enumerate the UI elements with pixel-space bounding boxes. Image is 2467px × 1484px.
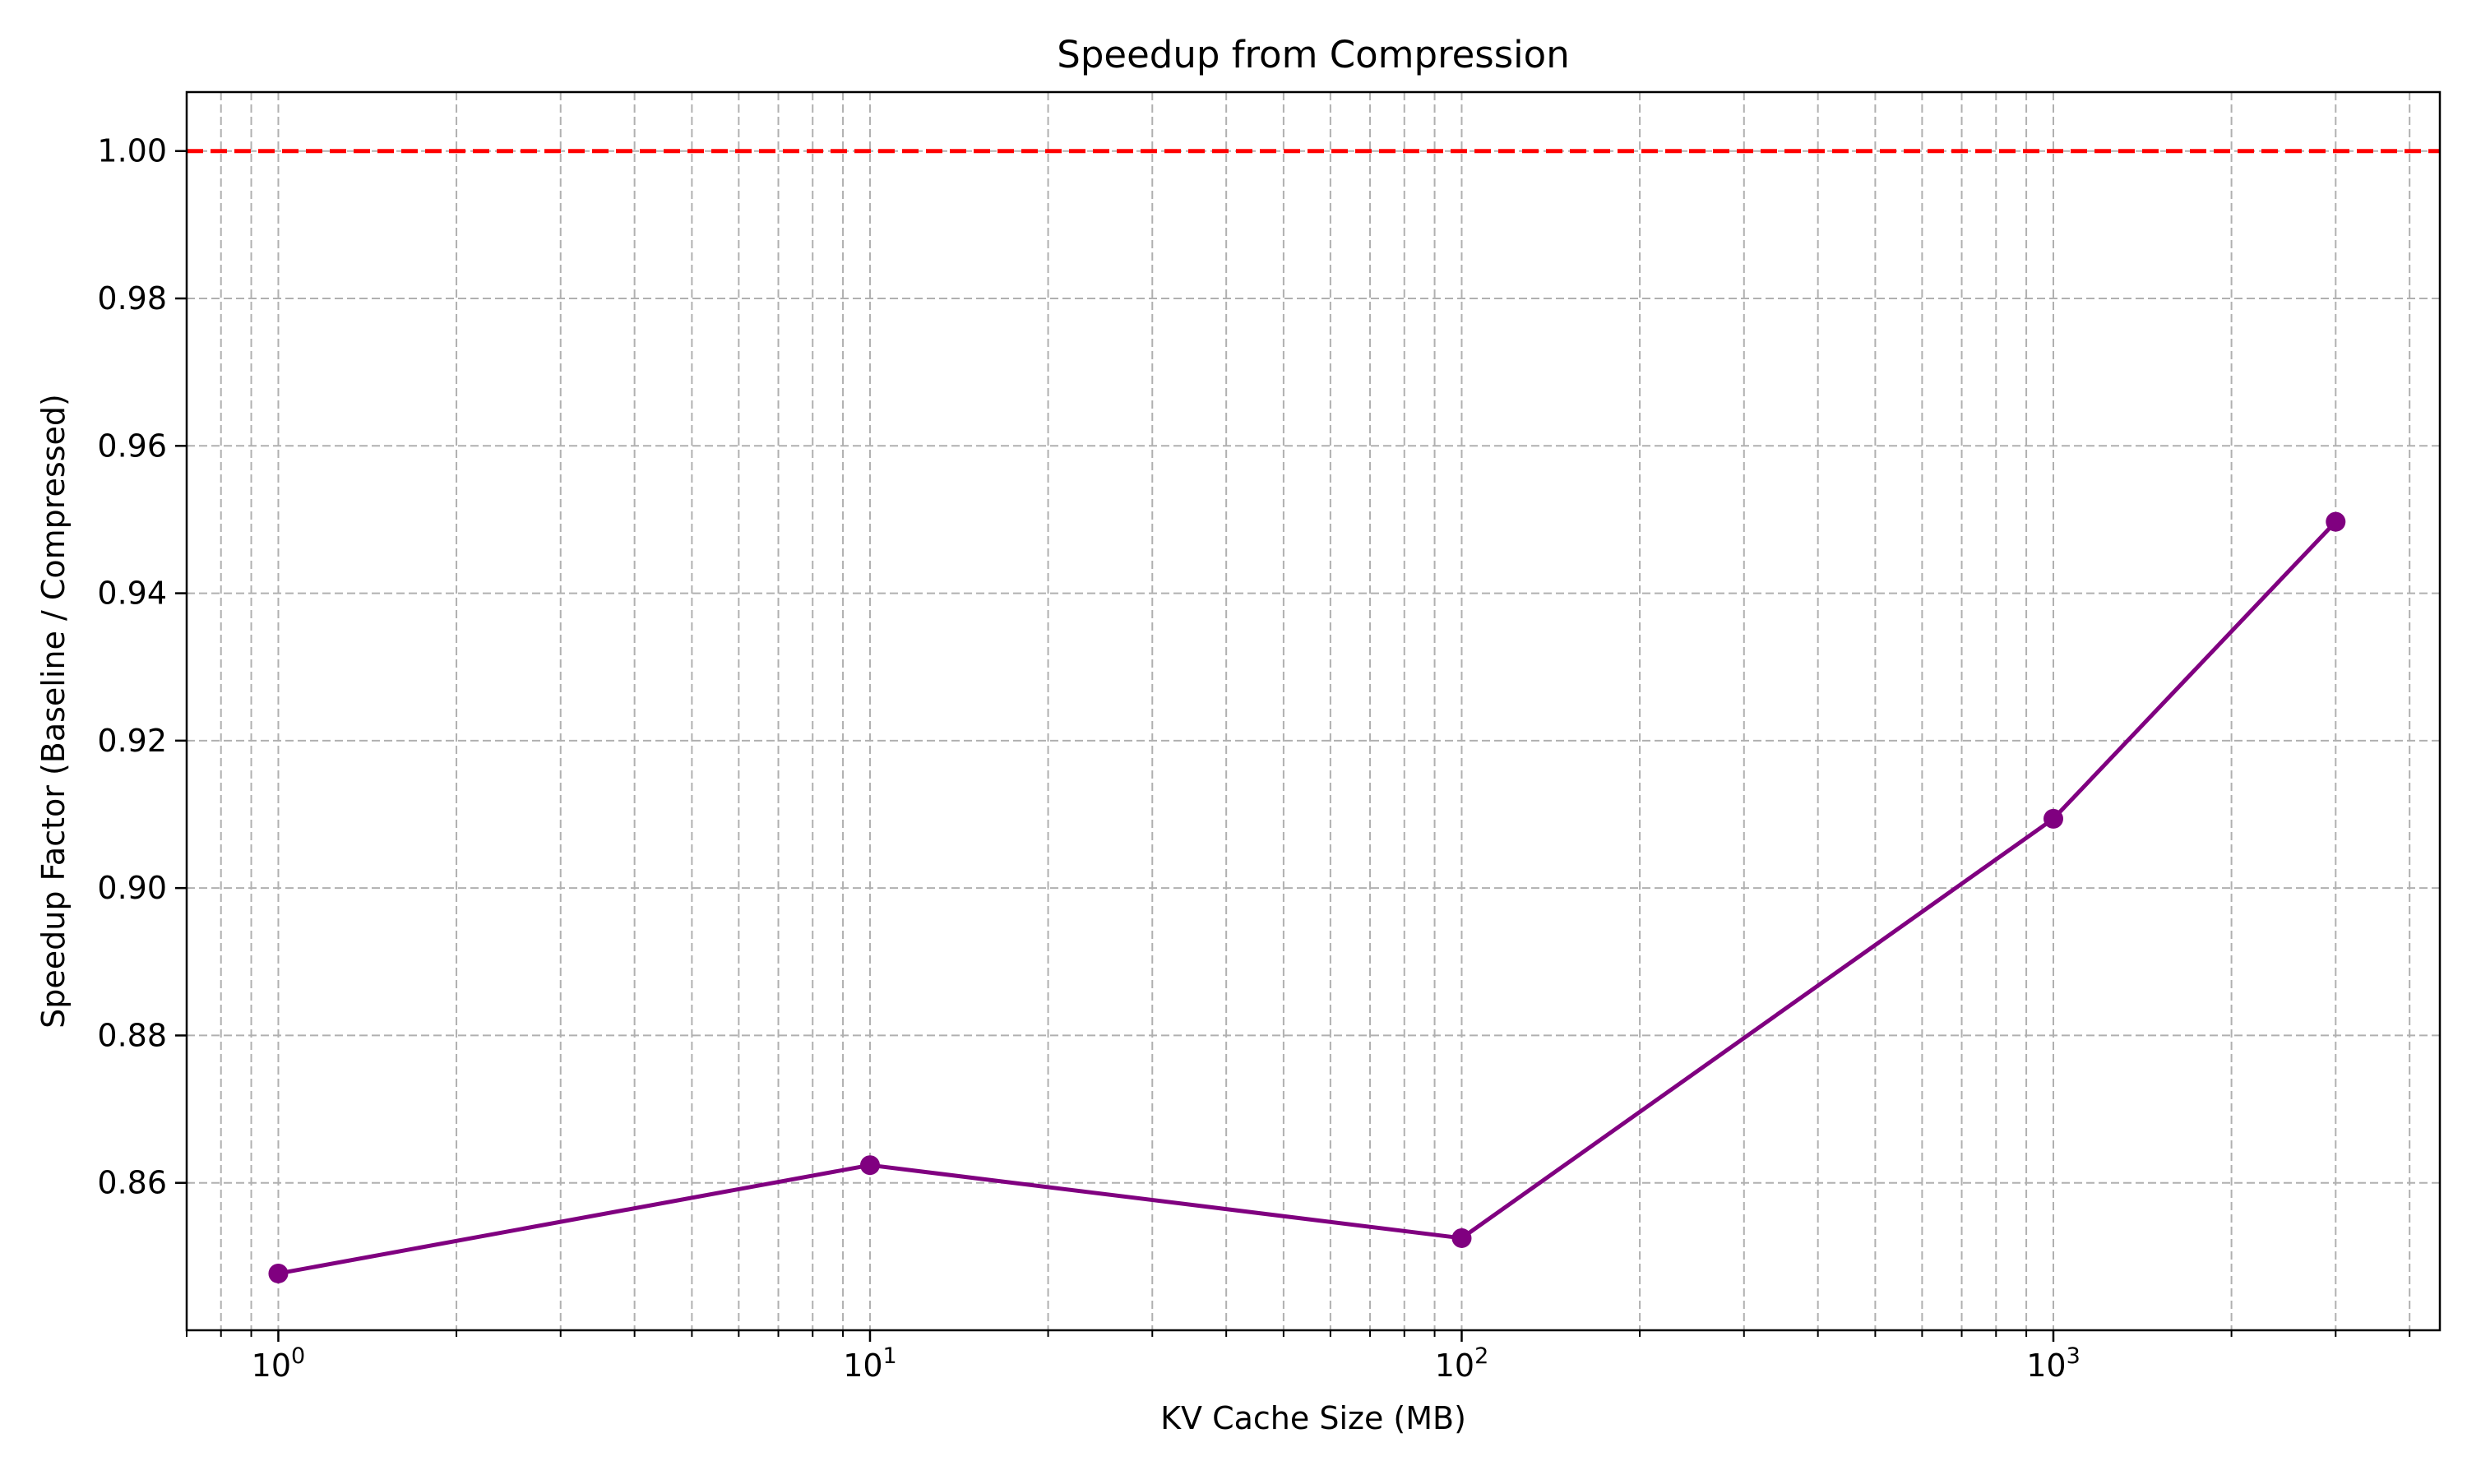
y-tick-label: 1.00 (97, 133, 167, 169)
chart-title: Speedup from Compression (1057, 33, 1569, 76)
x-axis-label: KV Cache Size (MB) (1160, 1400, 1466, 1436)
x-tick-label: 101 (843, 1343, 897, 1384)
data-point (2326, 511, 2346, 532)
series (268, 511, 2346, 1283)
y-tick-label: 0.92 (97, 723, 167, 759)
y-tick-label: 0.96 (97, 428, 167, 464)
x-tick-label: 102 (1435, 1343, 1489, 1384)
x-tick-label: 103 (2026, 1343, 2081, 1384)
data-point (268, 1263, 289, 1283)
data-point (1451, 1227, 1472, 1248)
y-axis-label: Speedup Factor (Baseline / Compressed) (35, 394, 72, 1029)
grid (186, 92, 2440, 1330)
y-tick-label: 0.98 (97, 280, 167, 317)
x-tick-label: 100 (252, 1343, 306, 1384)
y-tick-label: 0.86 (97, 1165, 167, 1201)
y-tick-label: 0.88 (97, 1017, 167, 1053)
ticks: 100 101 102 103 0.86 0.88 0.90 0.92 0.94 0.96 0.98… (97, 133, 2411, 1384)
data-point (2043, 808, 2064, 829)
data-point (859, 1155, 880, 1176)
y-tick-label: 0.90 (97, 870, 167, 906)
axes-frame (185, 90, 2442, 1332)
y-tick-label: 0.94 (97, 576, 167, 612)
